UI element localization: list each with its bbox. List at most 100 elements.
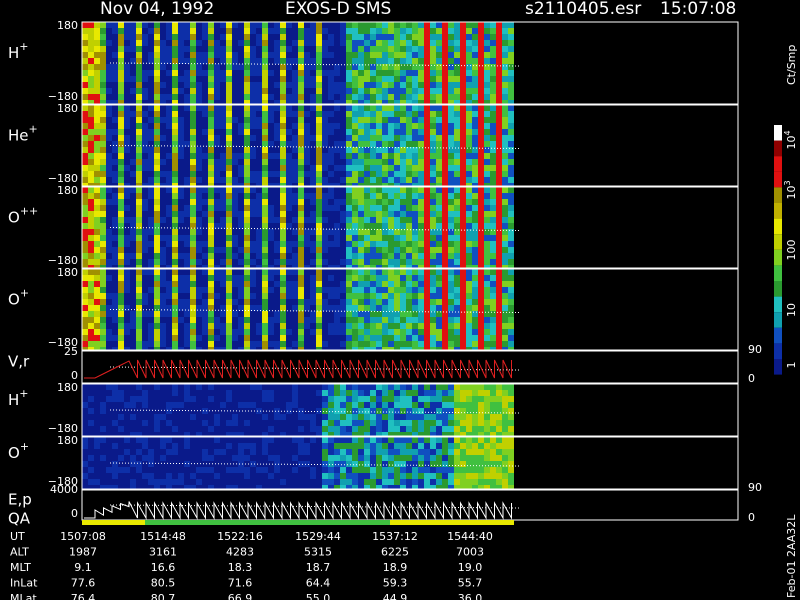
spectrogram-cell (226, 22, 232, 28)
spectrogram-cell (178, 305, 184, 311)
spectrogram-cell (304, 265, 310, 268)
spectrogram-cell (238, 76, 244, 82)
spectrogram-cell (190, 241, 196, 247)
spectrogram-cell (232, 94, 238, 100)
spectrogram-cell (274, 46, 280, 52)
spectrogram-cell (112, 473, 118, 479)
spectrogram-cell (220, 384, 226, 390)
spectrogram-cell (406, 205, 412, 211)
spectrogram-cell (304, 105, 310, 111)
spectrogram-cell (124, 426, 130, 432)
spectrogram-cell (334, 129, 340, 135)
spectrogram-cell (376, 159, 382, 165)
spectrogram-cell (262, 253, 268, 259)
spectrogram-cell (424, 329, 430, 335)
spectrogram-cell (130, 299, 136, 305)
spectrogram-cell (262, 76, 268, 82)
spectrogram-cell (418, 390, 424, 396)
spectrogram-cell (304, 46, 310, 52)
spectrogram-cell (112, 183, 118, 186)
spectrogram-cell (274, 100, 280, 104)
spectrogram-cell (418, 247, 424, 253)
spectrogram-cell (346, 211, 352, 217)
spectrogram-cell (364, 299, 370, 305)
spectrogram-cell (340, 317, 346, 323)
spectrogram-cell (418, 70, 424, 76)
spectrogram-cell (244, 467, 250, 473)
spectrogram-cell (286, 217, 292, 223)
spectrogram-cell (502, 100, 508, 104)
spectrogram-cell (448, 100, 454, 104)
spectrogram-cell (244, 396, 250, 402)
spectrogram-cell (220, 414, 226, 420)
spectrogram-cell (220, 420, 226, 426)
spectrogram-cell (406, 171, 412, 177)
spectrogram-cell (448, 46, 454, 52)
spectrogram-cell (382, 94, 388, 100)
spectrogram-cell (256, 34, 262, 40)
spectrogram-cell (352, 159, 358, 165)
spectrogram-cell (298, 269, 304, 275)
spectrogram-cell (262, 58, 268, 64)
spectrogram-cell (334, 420, 340, 426)
spectrogram-cell (442, 34, 448, 40)
spectrogram-cell (490, 347, 496, 350)
spectrogram-cell (292, 323, 298, 329)
spectrogram-cell (364, 76, 370, 82)
spectrogram-cell (334, 28, 340, 34)
spectrogram-cell (400, 183, 406, 186)
spectrogram-cell (448, 153, 454, 159)
spectrogram-cell (346, 275, 352, 281)
spectrogram-cell (82, 443, 88, 449)
spectrogram-cell (286, 420, 292, 426)
spectrogram-cell (154, 485, 160, 489)
spectrogram-cell (334, 408, 340, 414)
spectrogram-cell (274, 275, 280, 281)
spectrogram-cell (274, 299, 280, 305)
spectrogram-cell (238, 402, 244, 408)
spectrogram-cell (208, 461, 214, 467)
spectrogram-cell (496, 153, 502, 159)
spectrogram-cell (334, 46, 340, 52)
spectrogram-cell (388, 193, 394, 199)
spectrogram-cell (334, 384, 340, 390)
spectrogram-cell (466, 305, 472, 311)
spectrogram-cell (124, 135, 130, 141)
spectrogram-cell (430, 141, 436, 147)
spectrogram-cell (460, 205, 466, 211)
spectrogram-cell (82, 287, 88, 293)
spectrogram-cell (268, 129, 274, 135)
spectrogram-cell (256, 205, 262, 211)
spectrogram-cell (232, 485, 238, 489)
spectrogram-cell (130, 408, 136, 414)
spectrogram-cell (280, 432, 286, 436)
spectrogram-cell (100, 443, 106, 449)
spectrogram-cell (382, 384, 388, 390)
spectrogram-cell (466, 347, 472, 350)
spectrogram-cell (436, 147, 442, 153)
spectrogram-cell (406, 183, 412, 186)
spectrogram-cell (256, 111, 262, 117)
spectrogram-cell (448, 187, 454, 193)
spectrogram-cell (400, 323, 406, 329)
spectrogram-cell (448, 396, 454, 402)
spectrogram-cell (202, 317, 208, 323)
spectrogram-cell (226, 473, 232, 479)
spectrogram-cell (208, 341, 214, 347)
spectrogram-cell (346, 94, 352, 100)
spectrogram-cell (154, 323, 160, 329)
spectrogram-cell (178, 432, 184, 436)
spectrogram-cell (322, 384, 328, 390)
spectrogram-cell (358, 183, 364, 186)
spectrogram-cell (94, 187, 100, 193)
spectrogram-cell (382, 159, 388, 165)
spectrogram-cell (142, 287, 148, 293)
spectrogram-cell (352, 269, 358, 275)
spectrogram-cell (310, 317, 316, 323)
spectrogram-cell (310, 105, 316, 111)
spectrogram-cell (166, 76, 172, 82)
spectrogram-cell (430, 265, 436, 268)
spectrogram-cell (322, 305, 328, 311)
spectrogram-cell (454, 193, 460, 199)
spectrogram-cell (100, 199, 106, 205)
